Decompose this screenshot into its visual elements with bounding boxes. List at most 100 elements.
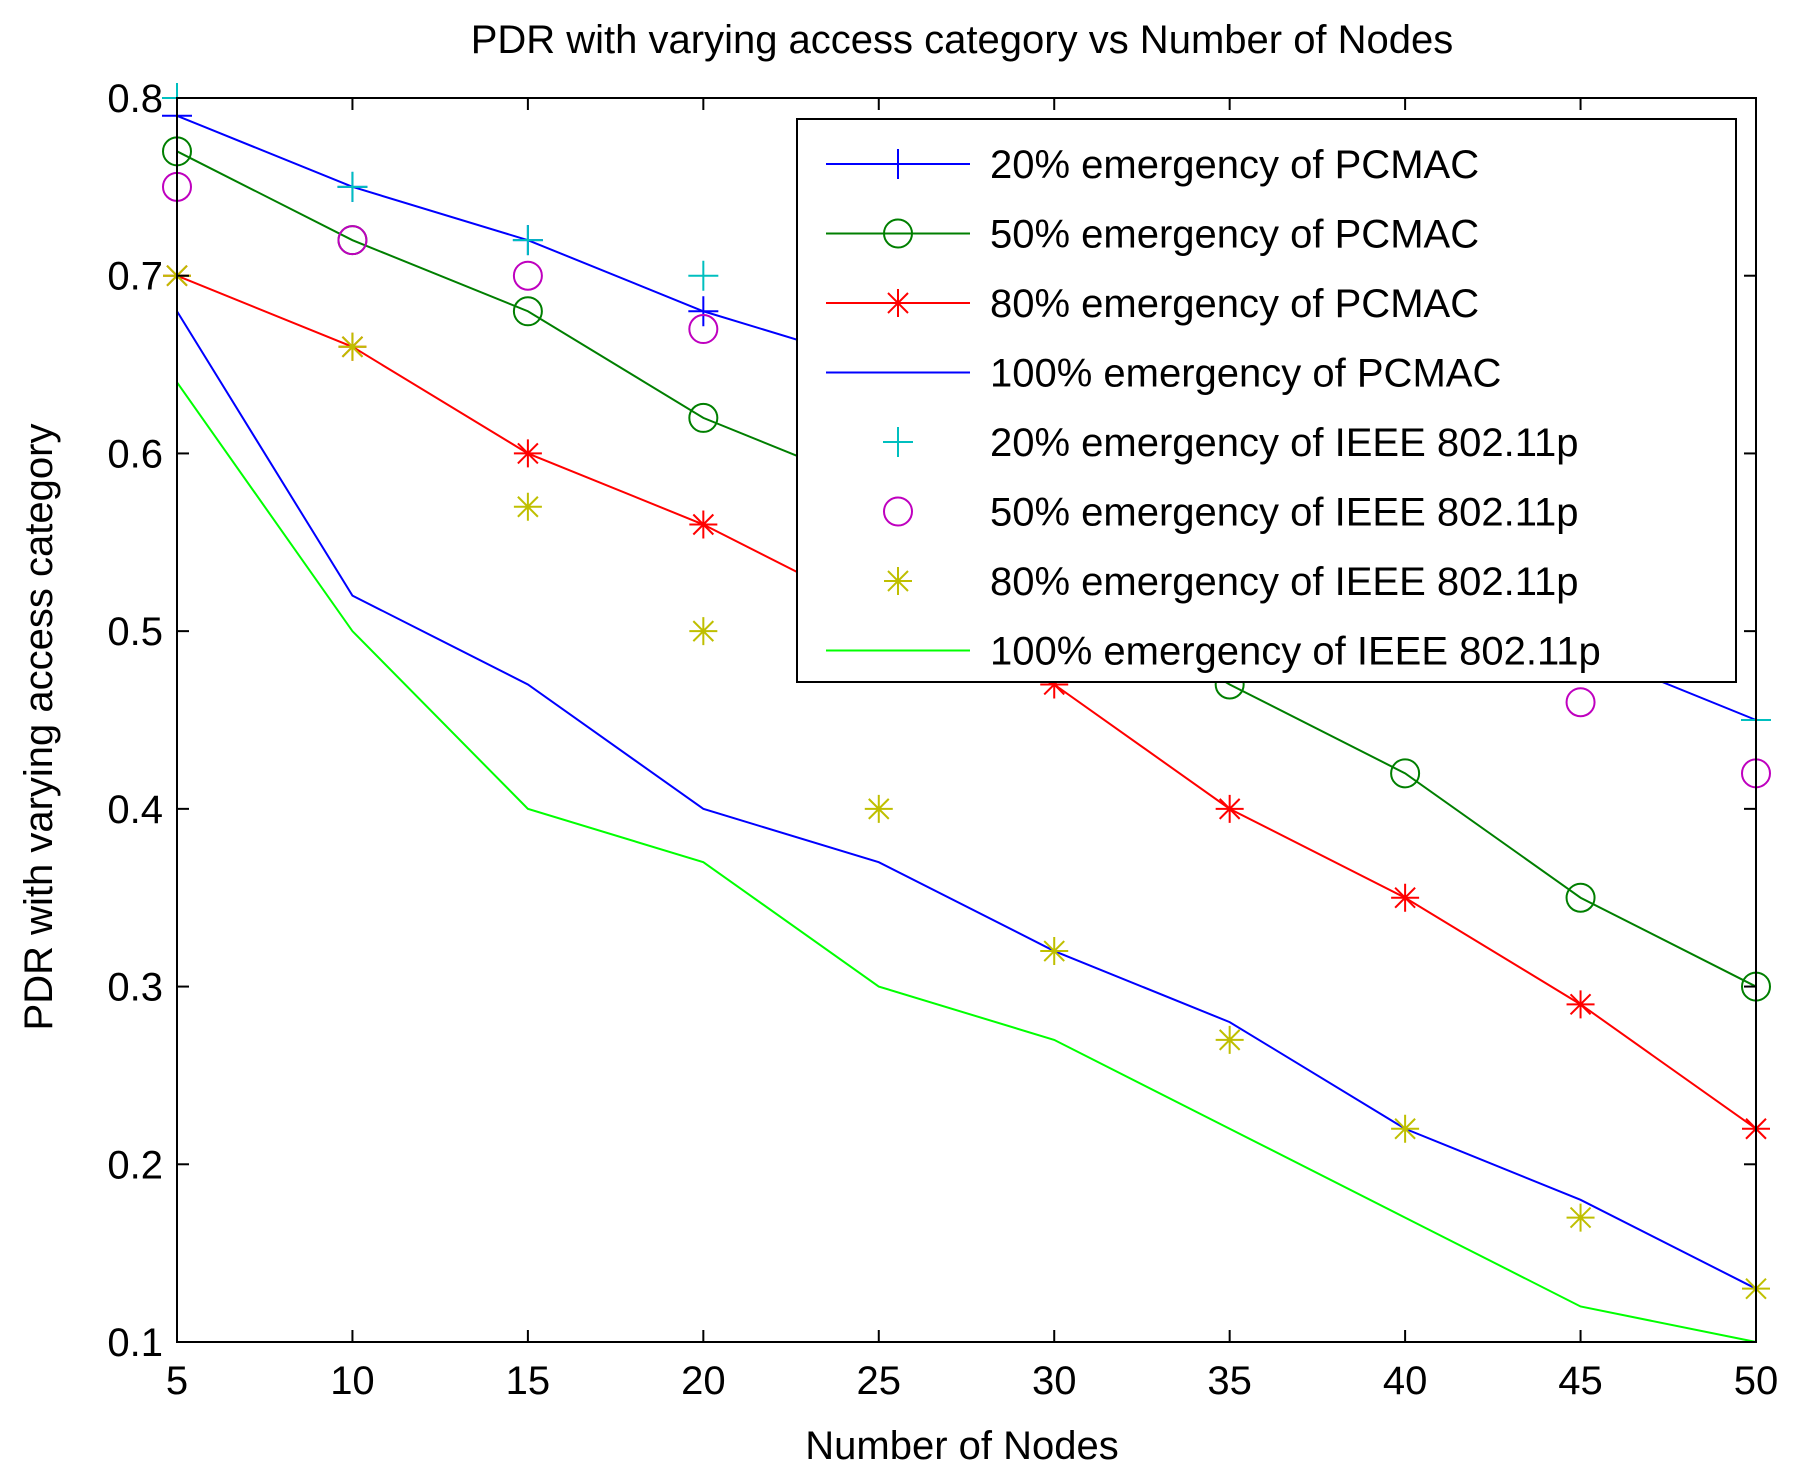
- data-point: [337, 171, 368, 202]
- marker-circle: [1390, 758, 1421, 789]
- marker-plus: [883, 427, 913, 457]
- y-tick-label: 0.3: [107, 966, 163, 1010]
- marker-asterisk: [338, 332, 367, 361]
- legend-item-3: 80% emergency of PCMAC: [826, 282, 1479, 326]
- data-point: [689, 617, 718, 646]
- data-point: [1215, 794, 1244, 823]
- legend-box: [796, 118, 1737, 683]
- data-point: [864, 794, 893, 823]
- data-point: [689, 510, 718, 539]
- legend-label: 50% emergency of PCMAC: [990, 213, 1479, 257]
- data-point: [512, 225, 543, 256]
- marker-asterisk: [1566, 1203, 1595, 1232]
- legend-item-1: 20% emergency of PCMAC: [826, 143, 1479, 187]
- data-point: [513, 492, 542, 521]
- legend-label: 50% emergency of IEEE 802.11p: [990, 491, 1579, 535]
- data-point: [1565, 882, 1596, 913]
- x-tick-label: 25: [857, 1359, 902, 1403]
- marker-asterisk: [689, 510, 718, 539]
- marker-asterisk: [1215, 794, 1244, 823]
- y-axis-label: PDR with varying access category: [17, 424, 61, 1031]
- marker-asterisk: [1040, 937, 1069, 966]
- legend-label: 80% emergency of IEEE 802.11p: [990, 560, 1579, 604]
- marker-circle: [512, 260, 543, 291]
- marker-asterisk: [1040, 670, 1069, 699]
- legend-label: 100% emergency of PCMAC: [990, 352, 1501, 396]
- data-point: [1566, 1203, 1595, 1232]
- legend-item-8: 100% emergency of IEEE 802.11p: [826, 630, 1601, 674]
- legend-marker: [883, 427, 913, 457]
- data-point: [1565, 687, 1596, 718]
- legend-item-4: 100% emergency of PCMAC: [826, 352, 1501, 396]
- marker-asterisk: [884, 289, 912, 317]
- legend-item-7: 80% emergency of IEEE 802.11p: [884, 560, 1579, 604]
- x-tick-label: 15: [506, 1359, 551, 1403]
- legend-marker: [883, 218, 913, 249]
- chart-title: PDR with varying access category vs Numb…: [471, 18, 1454, 62]
- legend-item-2: 50% emergency of PCMAC: [826, 213, 1479, 257]
- data-point: [688, 314, 719, 345]
- x-tick-label: 50: [1734, 1359, 1779, 1403]
- x-tick-label: 45: [1558, 1359, 1603, 1403]
- x-tick-label: 10: [330, 1359, 375, 1403]
- axes-box: [176, 97, 1757, 1343]
- marker-asterisk: [1566, 990, 1595, 1019]
- marker-asterisk: [689, 617, 718, 646]
- x-tick-label: 30: [1032, 1359, 1077, 1403]
- data-point: [1390, 758, 1421, 789]
- legend-label: 80% emergency of PCMAC: [990, 282, 1479, 326]
- marker-plus: [512, 225, 543, 256]
- marker-asterisk: [1391, 883, 1420, 912]
- y-tick-label: 0.4: [107, 788, 163, 832]
- marker-plus: [883, 149, 913, 179]
- marker-plus: [688, 296, 719, 327]
- series-4: [176, 310, 1757, 1290]
- legend-marker: [883, 149, 913, 179]
- marker-circle: [883, 496, 913, 527]
- marker-circle: [1565, 687, 1596, 718]
- data-point: [688, 402, 719, 433]
- marker-circle: [1565, 882, 1596, 913]
- x-ticks: 5 10 15 20 25 30 35 40 45 50: [166, 98, 1778, 1403]
- legend-item-6: 50% emergency of IEEE 802.11p: [883, 491, 1579, 535]
- y-tick-label: 0.5: [107, 610, 163, 654]
- data-point: [1566, 990, 1595, 1019]
- data-point: [512, 296, 543, 327]
- marker-asterisk: [1215, 1025, 1244, 1054]
- marker-asterisk: [884, 567, 912, 595]
- axis-labels: Number of Nodes PDR with varying access …: [17, 424, 1119, 1468]
- data-point: [513, 439, 542, 468]
- series-line: [176, 310, 1757, 1290]
- x-tick-label: 5: [166, 1359, 188, 1403]
- data-point: [1215, 1025, 1244, 1054]
- data-point: [1391, 1114, 1420, 1143]
- legend-label: 100% emergency of IEEE 802.11p: [990, 630, 1601, 674]
- legend-label: 20% emergency of IEEE 802.11p: [990, 421, 1579, 465]
- x-tick-label: 40: [1383, 1359, 1428, 1403]
- y-tick-label: 0.2: [107, 1143, 163, 1187]
- x-tick-label: 35: [1207, 1359, 1252, 1403]
- series-line: [176, 381, 1757, 1343]
- y-ticks: 0.1 0.2 0.3 0.4 0.5 0.6 0.7 0.8: [107, 77, 1756, 1365]
- marker-circle: [337, 225, 368, 256]
- marker-circle: [688, 402, 719, 433]
- marker-plus: [337, 171, 368, 202]
- data-point: [688, 296, 719, 327]
- series-8: [176, 381, 1757, 1343]
- data-point: [1391, 883, 1420, 912]
- legend-marker: [883, 496, 913, 527]
- x-tick-label: 20: [681, 1359, 726, 1403]
- marker-asterisk: [864, 794, 893, 823]
- data-point: [512, 260, 543, 291]
- marker-circle: [883, 218, 913, 249]
- data-point: [1040, 937, 1069, 966]
- data-point: [337, 225, 368, 256]
- y-tick-label: 0.1: [107, 1321, 163, 1365]
- y-tick-label: 0.7: [107, 255, 163, 299]
- legend-item-5: 20% emergency of IEEE 802.11p: [883, 421, 1579, 465]
- legend-marker: [884, 567, 912, 595]
- data-point: [688, 260, 719, 291]
- marker-circle: [688, 314, 719, 345]
- data-point: [1040, 670, 1069, 699]
- chart-title-group: PDR with varying access category vs Numb…: [471, 18, 1454, 62]
